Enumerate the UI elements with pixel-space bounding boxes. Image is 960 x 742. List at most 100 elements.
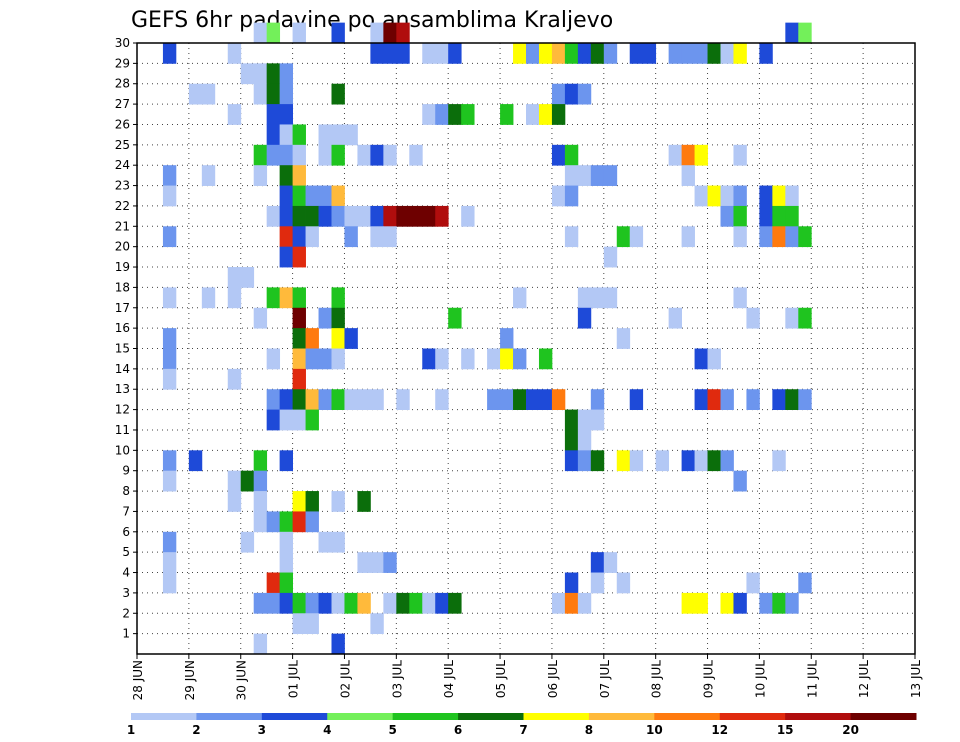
colorbar-swatch [458,713,524,720]
x-tick-label: 06 JUL [546,660,560,698]
y-tick-label: 19 [115,260,130,274]
y-tick-label: 4 [122,566,130,580]
y-tick-label: 23 [115,179,130,193]
heatmap-cell [798,307,812,329]
heatmap-cell [603,165,618,186]
colorbar-label: 1 [127,723,135,737]
heatmap-cell [746,307,760,329]
heatmap-cell [292,389,306,410]
heatmap-cell [240,267,255,288]
heatmap-cell [292,613,306,635]
heatmap-cell [292,22,306,44]
y-tick-label: 5 [122,545,130,559]
heatmap-cell [318,389,332,410]
heatmap-cell [746,389,760,410]
colorbar-label: 6 [454,723,462,737]
heatmap-cell [577,287,592,309]
heatmap-cell [331,205,345,227]
heatmap-cell [759,205,773,227]
x-tick-label: 30 JUN [235,660,249,700]
heatmap-cell [798,226,812,248]
heatmap-cell [422,592,436,614]
heatmap-cell [279,205,293,227]
heatmap-cell [162,287,177,309]
heatmap-cell [240,470,255,492]
heatmap-cell [357,389,371,410]
heatmap-cell [396,592,410,614]
heatmap-cell [344,226,358,248]
heatmap-cell [759,43,773,64]
heatmap-cell [564,185,579,207]
heatmap-cell [785,592,799,614]
y-tick-label: 28 [115,77,130,91]
heatmap-cell [733,470,747,492]
heatmap-cell [331,185,345,207]
colorbar: 1 2 3 4 5 6 7 8 10 12 15 20 [127,713,917,737]
heatmap-cell [227,104,242,125]
heatmap-cell [292,409,306,431]
y-tick-label: 9 [122,464,130,478]
heatmap-cell [590,389,605,410]
heatmap-cell [370,613,384,635]
heatmap-cell [629,226,644,248]
heatmap-cell [253,307,268,329]
heatmap-cell [292,348,306,370]
heatmap-cell [266,287,281,309]
heatmap-cell [785,22,799,44]
y-tick-label: 21 [115,219,130,233]
heatmap-cell [616,226,631,248]
heatmap-cell [253,470,268,492]
heatmap-cell [188,450,203,472]
heatmap-cell [707,43,721,64]
heatmap-cell [279,83,293,105]
heatmap-cell [422,104,436,125]
heatmap-cell [759,592,773,614]
heatmap-cell [513,287,527,309]
heatmap-cell [383,144,397,166]
heatmap-cell [370,552,384,573]
heatmap-cell [396,205,410,227]
y-axis: 1234567891011121314151617181920212223242… [115,36,137,641]
heatmap-cell [564,592,579,614]
heatmap-cell [279,287,293,309]
heatmap-cell [357,552,371,573]
heatmap-cell [318,185,332,207]
heatmap-cell [383,205,397,227]
heatmap-cell [292,165,306,186]
heatmap-cell [383,592,397,614]
heatmap-cell [590,552,605,573]
colorbar-swatch [327,713,394,720]
heatmap-cell [707,450,721,472]
colorbar-label: 3 [258,723,266,737]
heatmap-cell [707,348,721,370]
colorbar-swatch [392,713,459,720]
y-tick-label: 11 [115,423,130,437]
y-tick-label: 26 [115,117,130,131]
heatmap-cell [590,572,605,594]
y-tick-label: 30 [115,36,130,50]
heatmap-cell [292,246,306,268]
heatmap-cell [668,307,682,329]
heatmap-cell [318,307,332,329]
heatmap-cell [564,450,579,472]
heatmap-cell [564,43,579,64]
heatmap-cell [694,144,708,166]
heatmap-cell [305,226,319,248]
heatmap-cell [266,22,281,44]
heatmap-cell [720,389,734,410]
heatmap-cell [681,43,695,64]
heatmap-cell [162,185,177,207]
heatmap-cell [292,226,306,248]
heatmap-cell [201,287,216,309]
heatmap-cell [370,43,384,64]
heatmap-cell [266,592,281,614]
heatmap-cell [292,185,306,207]
heatmap-cell [344,328,358,349]
heatmap-cell [357,205,371,227]
heatmap-cell [785,389,799,410]
heatmap-cell [590,43,605,64]
colorbar-swatch [719,713,786,720]
y-tick-label: 20 [115,240,130,254]
heatmap-cell [785,205,799,227]
heatmap-cell [357,491,371,512]
